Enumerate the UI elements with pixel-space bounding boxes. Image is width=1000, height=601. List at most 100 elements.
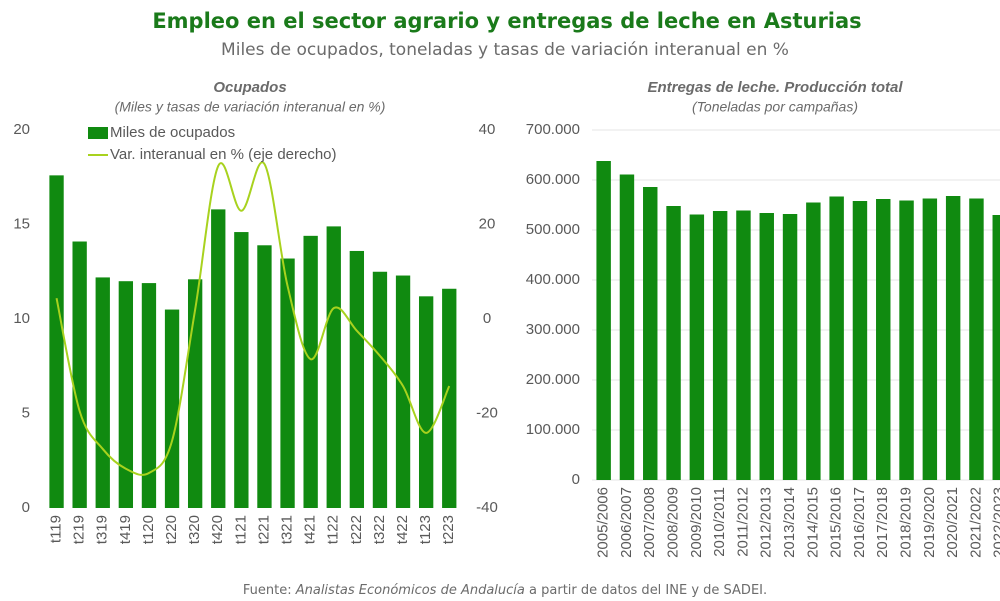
x-tick-label: 2008/2009 <box>665 487 682 558</box>
x-tick-label: 2012/2013 <box>758 487 775 558</box>
x-tick-label: 2015/2016 <box>828 487 845 558</box>
bar <box>666 206 681 480</box>
x-tick-label: 2005/2006 <box>595 487 612 558</box>
y-tick-label: 15 <box>13 215 30 232</box>
y-tick-label: 500.000 <box>526 221 580 238</box>
bar <box>619 174 635 480</box>
bar <box>759 213 774 480</box>
x-tick-label: 2006/2007 <box>618 487 635 558</box>
page-subtitle: Miles de ocupados, toneladas y tasas de … <box>221 40 789 60</box>
x-tick-label: 2018/2019 <box>898 487 915 558</box>
bar <box>992 215 1000 480</box>
x-tick-label: t219 <box>71 515 88 544</box>
bar <box>141 283 157 508</box>
x-tick-label: 2013/2014 <box>781 487 798 558</box>
bar <box>969 198 984 480</box>
bar <box>899 200 914 480</box>
x-tick-label: t322 <box>371 515 388 544</box>
y-tick-label: 10 <box>13 310 30 327</box>
chart-title: Ocupados <box>213 79 286 96</box>
bar <box>782 214 798 480</box>
source-prefix: Fuente: <box>243 583 292 598</box>
legend-label: Var. interanual en % (eje derecho) <box>110 146 337 163</box>
x-tick-label: t119 <box>48 515 65 543</box>
x-tick-label: 2014/2015 <box>804 487 821 558</box>
y-tick-label: 400.000 <box>526 271 580 288</box>
line <box>55 161 451 476</box>
bar <box>418 296 434 508</box>
bar <box>829 196 844 480</box>
x-tick-label: t122 <box>325 515 342 544</box>
bar <box>326 226 341 508</box>
chart-subtitle: (Toneladas por campañas) <box>692 99 858 115</box>
x-tick-label: 2007/2008 <box>641 487 658 558</box>
source-rest: a partir de datos del INE y de SADEI. <box>529 583 767 598</box>
page-title: Empleo en el sector agrario y entregas d… <box>152 9 861 33</box>
x-tick-label: 2017/2018 <box>874 487 891 558</box>
bar <box>303 235 318 508</box>
y-tick-label: 20 <box>13 121 30 138</box>
y-tick-label: 200.000 <box>526 371 580 388</box>
legend-label: Miles de ocupados <box>110 124 235 141</box>
y2-tick-label: 20 <box>479 215 496 232</box>
y-tick-label: 5 <box>22 404 30 421</box>
x-tick-label: t320 <box>186 515 203 544</box>
x-tick-label: t422 <box>394 515 411 544</box>
x-tick-label: t120 <box>140 515 157 544</box>
y2-tick-label: 40 <box>479 121 496 138</box>
x-tick-label: 2016/2017 <box>851 487 868 558</box>
y-tick-label: 600.000 <box>526 171 580 188</box>
x-tick-label: 2022/2023 <box>991 487 1000 558</box>
x-tick-label: t220 <box>163 515 180 544</box>
bar <box>280 258 295 508</box>
x-tick-label: t319 <box>94 515 111 544</box>
x-tick-label: 2021/2022 <box>967 487 984 558</box>
bar <box>876 199 891 480</box>
y-tick-label: 0 <box>22 499 30 516</box>
bar <box>922 198 938 480</box>
y2-tick-label: -40 <box>476 499 498 516</box>
legend-swatch <box>88 127 108 139</box>
x-tick-label: t223 <box>440 515 457 544</box>
x-tick-label: t420 <box>209 515 226 544</box>
bar <box>596 161 611 480</box>
y-tick-label: 0 <box>572 471 580 488</box>
bar <box>234 232 249 508</box>
x-tick-label: 2011/2012 <box>734 487 751 557</box>
y-tick-label: 300.000 <box>526 321 580 338</box>
bar <box>712 211 728 480</box>
y2-tick-label: 0 <box>483 310 491 327</box>
x-tick-label: 2019/2020 <box>921 487 938 558</box>
chart-title: Entregas de leche. Producción total <box>647 79 903 96</box>
source-agency: Analistas Económicos de Andalucía <box>295 583 525 598</box>
y2-tick-label: -20 <box>476 404 498 421</box>
source: Fuente: Analistas Económicos de Andalucí… <box>243 583 767 598</box>
chart-subtitle: (Miles y tasas de variación interanual e… <box>115 99 386 115</box>
x-tick-label: 2009/2010 <box>688 487 705 558</box>
bar <box>349 250 365 508</box>
bar <box>49 175 64 509</box>
y-tick-label: 100.000 <box>526 421 580 438</box>
x-tick-label: 2020/2021 <box>944 487 961 558</box>
bar <box>806 202 821 480</box>
x-tick-label: t222 <box>348 515 365 544</box>
x-tick-label: t321 <box>279 515 296 544</box>
x-tick-label: t221 <box>255 515 272 544</box>
bar <box>372 271 388 508</box>
x-tick-label: 2010/2011 <box>711 487 728 557</box>
bar <box>164 309 180 508</box>
bar <box>257 245 272 509</box>
x-tick-label: t421 <box>302 515 319 544</box>
bar <box>945 196 961 480</box>
bar <box>442 288 457 508</box>
x-tick-label: t419 <box>117 515 134 544</box>
x-tick-label: t123 <box>417 515 434 544</box>
bar <box>736 210 751 480</box>
bar <box>852 201 868 480</box>
bar <box>689 214 705 480</box>
bar <box>95 277 110 508</box>
x-tick-label: t121 <box>232 515 249 544</box>
bar <box>395 275 411 508</box>
bar <box>643 187 658 480</box>
